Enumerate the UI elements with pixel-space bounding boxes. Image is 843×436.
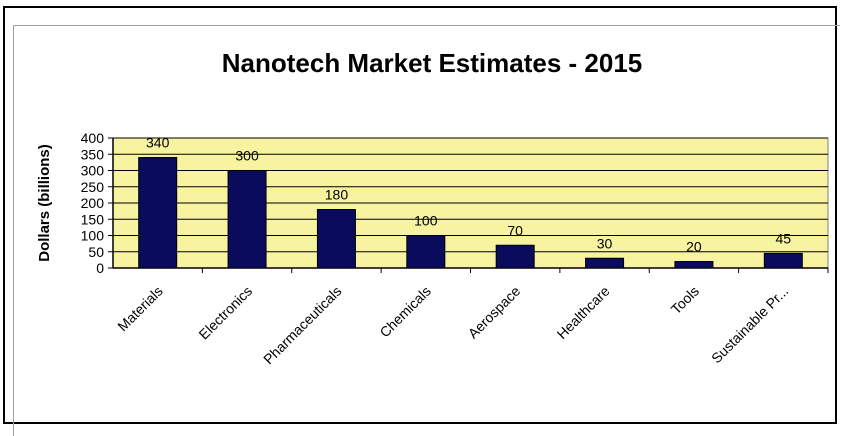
y-tick-label: 100 bbox=[81, 228, 105, 244]
bar bbox=[316, 209, 356, 269]
y-tick-label: 200 bbox=[81, 195, 105, 211]
x-tick-label: Chemicals bbox=[376, 283, 434, 341]
data-label: 70 bbox=[507, 222, 523, 238]
bar bbox=[406, 235, 446, 269]
data-label: 340 bbox=[146, 135, 170, 151]
data-label: 30 bbox=[597, 235, 613, 251]
data-label: 300 bbox=[235, 148, 259, 164]
x-tick-label: Aerospace bbox=[465, 283, 524, 342]
y-tick-label: 350 bbox=[81, 146, 105, 162]
data-label: 100 bbox=[414, 213, 438, 229]
y-tick-label: 150 bbox=[81, 211, 105, 227]
x-tick-label: Pharmaceuticals bbox=[260, 283, 344, 367]
x-tick-label: Healthcare bbox=[553, 283, 612, 342]
y-tick-label: 300 bbox=[81, 163, 105, 179]
chart-title: Nanotech Market Estimates - 2015 bbox=[222, 48, 643, 78]
y-tick-label: 250 bbox=[81, 179, 105, 195]
bar bbox=[227, 170, 267, 269]
bar bbox=[138, 157, 178, 269]
chart-inner-border bbox=[13, 25, 840, 436]
data-label: 20 bbox=[686, 239, 702, 255]
x-tick-label: Materials bbox=[114, 283, 165, 334]
bar bbox=[674, 261, 714, 269]
y-tick-label: 0 bbox=[96, 260, 104, 276]
x-tick-label: Sustainable Pr... bbox=[708, 283, 791, 366]
bar bbox=[495, 244, 535, 269]
x-tick-label: Tools bbox=[668, 283, 702, 317]
x-tick-label: Electronics bbox=[195, 283, 255, 343]
bar bbox=[585, 257, 625, 269]
y-axis-label: Dollars (billions) bbox=[36, 144, 53, 262]
data-label: 45 bbox=[776, 230, 792, 246]
bar bbox=[763, 252, 803, 269]
data-label: 180 bbox=[325, 187, 349, 203]
y-tick-label: 400 bbox=[81, 130, 105, 146]
y-tick-label: 50 bbox=[88, 244, 104, 260]
